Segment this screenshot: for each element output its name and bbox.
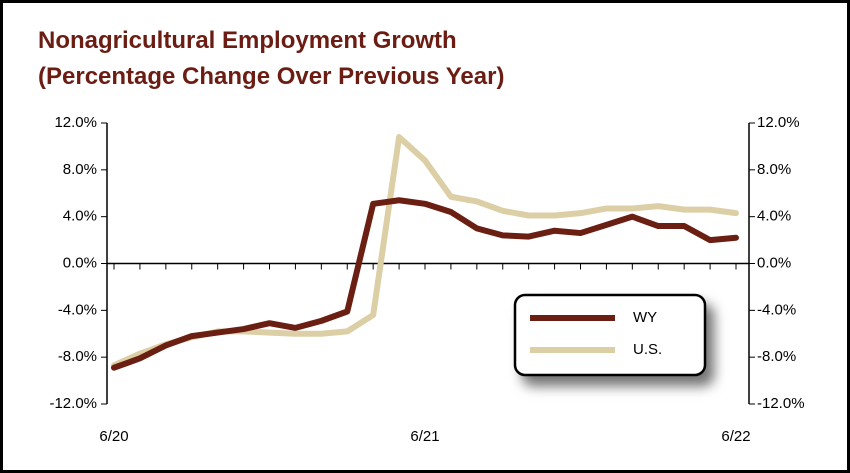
y2-tick-label: -12.0% (757, 395, 805, 412)
y-tick-label: -8.0% (58, 348, 97, 365)
y-tick-label: 0.0% (63, 254, 97, 271)
line-series (111, 197, 739, 371)
y2-tick-label: -4.0% (757, 301, 796, 318)
legend-label: WY (633, 309, 657, 326)
y2-tick-label: 4.0% (757, 208, 791, 225)
chart-subtitle: (Percentage Change Over Previous Year) (38, 63, 504, 90)
x-tick-label: 6/20 (99, 428, 128, 445)
legend-label: U.S. (633, 341, 662, 358)
y-tick-label: 8.0% (63, 161, 97, 178)
y2-tick-label: 8.0% (757, 161, 791, 178)
y-tick-label: -12.0% (49, 395, 97, 412)
legend: WY U.S. (513, 293, 707, 377)
x-tick-label: 6/22 (721, 428, 750, 445)
chart-title: Nonagricultural Employment Growth (38, 27, 457, 54)
y2-tick-label: -8.0% (757, 348, 796, 365)
y-tick-label: 4.0% (63, 208, 97, 225)
legend-box (513, 293, 707, 377)
y-tick-label: 12.0% (54, 114, 97, 131)
y-tick-label: -4.0% (58, 301, 97, 318)
y2-tick-label: 0.0% (757, 254, 791, 271)
y2-tick-label: 12.0% (757, 114, 800, 131)
x-tick-label: 6/21 (410, 428, 439, 445)
